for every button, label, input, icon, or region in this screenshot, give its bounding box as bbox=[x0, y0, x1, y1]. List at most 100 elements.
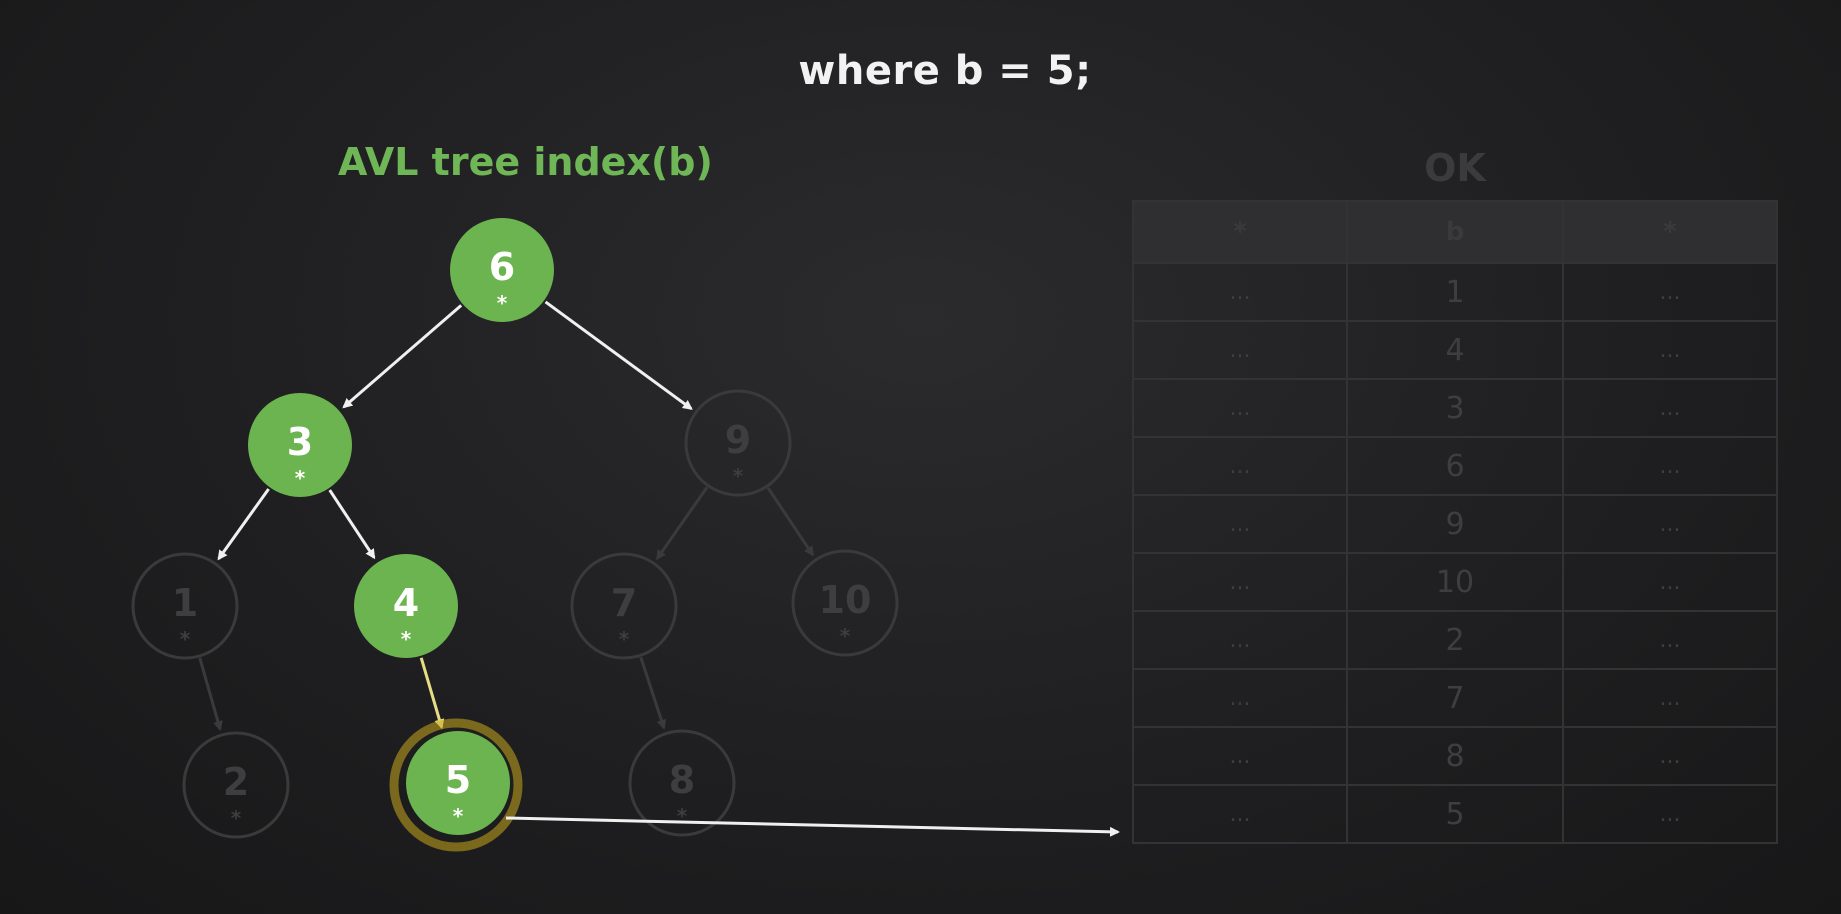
tree-node-marker: * bbox=[180, 627, 191, 651]
tree-edge-n4-n5 bbox=[419, 657, 445, 730]
table-cell: 1 bbox=[1346, 262, 1564, 322]
tree-node-marker: * bbox=[231, 806, 242, 830]
table-header-row: * b * bbox=[1132, 200, 1778, 264]
tree-node-marker: * bbox=[497, 291, 508, 315]
highlight-ring bbox=[389, 718, 523, 852]
table-cell: ... bbox=[1562, 668, 1778, 728]
tree-node-value: 2 bbox=[223, 760, 249, 804]
table-row: ... 9 ... bbox=[1132, 494, 1778, 554]
tree-edge-n1-n2 bbox=[198, 657, 223, 732]
table-cell: ... bbox=[1562, 552, 1778, 612]
table-cell: ... bbox=[1132, 320, 1348, 380]
table-cell: 9 bbox=[1346, 494, 1564, 554]
table-cell: 10 bbox=[1346, 552, 1564, 612]
table-cell: ... bbox=[1132, 610, 1348, 670]
tree-node-circle bbox=[248, 393, 352, 497]
table-cell: ... bbox=[1132, 668, 1348, 728]
table-cell: ... bbox=[1562, 494, 1778, 554]
tree-node-2: 2* bbox=[182, 731, 290, 839]
tree-node-value: 10 bbox=[819, 578, 872, 622]
tree-node-marker: * bbox=[733, 464, 744, 488]
tree-node-circle bbox=[354, 554, 458, 658]
tree-edge-n6-n9 bbox=[544, 300, 693, 410]
tree-node-circle bbox=[628, 729, 736, 837]
ok-table: * b * ... 1 ... ... 4 ... ... 3 ... .. bbox=[1132, 200, 1778, 844]
tree-node-7: 7* bbox=[570, 552, 678, 660]
table-row: ... 5 ... bbox=[1132, 784, 1778, 844]
tree-node-marker: * bbox=[840, 624, 851, 648]
table-cell: 7 bbox=[1346, 668, 1564, 728]
table-cell: 2 bbox=[1346, 610, 1564, 670]
tree-node-circle bbox=[406, 731, 510, 835]
table-row: ... 2 ... bbox=[1132, 610, 1778, 670]
tree-node-6: 6* bbox=[450, 218, 554, 322]
tree-node-circle bbox=[570, 552, 678, 660]
table-title: OK bbox=[1424, 146, 1486, 190]
pointer-arrow bbox=[505, 816, 1120, 837]
tree-node-value: 3 bbox=[287, 420, 313, 464]
table-cell: ... bbox=[1562, 378, 1778, 438]
table-cell: ... bbox=[1132, 784, 1348, 844]
table-cell: 4 bbox=[1346, 320, 1564, 380]
tree-node-circle bbox=[450, 218, 554, 322]
table-cell: ... bbox=[1562, 320, 1778, 380]
tree-node-9: 9* bbox=[684, 389, 792, 497]
tree-title: AVL tree index(b) bbox=[338, 140, 713, 184]
table-cell: ... bbox=[1132, 552, 1348, 612]
tree-node-10: 10* bbox=[791, 549, 899, 657]
table-header-cell: * bbox=[1562, 200, 1778, 264]
tree-node-circle bbox=[131, 552, 239, 660]
tree-node-value: 9 bbox=[725, 418, 751, 462]
tree-edge-n6-n3 bbox=[342, 304, 463, 409]
table-row: ... 10 ... bbox=[1132, 552, 1778, 612]
table-cell: ... bbox=[1562, 784, 1778, 844]
table-cell: 8 bbox=[1346, 726, 1564, 786]
tree-edge-n7-n8 bbox=[639, 656, 667, 730]
table-row: ... 4 ... bbox=[1132, 320, 1778, 380]
table-cell: ... bbox=[1562, 262, 1778, 322]
table-row: ... 1 ... bbox=[1132, 262, 1778, 322]
tree-node-value: 5 bbox=[445, 758, 471, 802]
table-cell: ... bbox=[1132, 262, 1348, 322]
tree-node-value: 4 bbox=[393, 581, 419, 625]
table-row: ... 6 ... bbox=[1132, 436, 1778, 496]
table-cell: ... bbox=[1562, 436, 1778, 496]
tree-edge-n3-n4 bbox=[328, 489, 376, 560]
tree-node-circle bbox=[684, 389, 792, 497]
table-row: ... 7 ... bbox=[1132, 668, 1778, 728]
tree-node-marker: * bbox=[453, 804, 464, 828]
tree-edge-n9-n7 bbox=[656, 486, 709, 561]
tree-node-marker: * bbox=[677, 804, 688, 828]
query-headline: where b = 5; bbox=[798, 48, 1092, 94]
table-cell: ... bbox=[1132, 436, 1348, 496]
table-row: ... 3 ... bbox=[1132, 378, 1778, 438]
tree-node-1: 1* bbox=[131, 552, 239, 660]
tree-edge-n3-n1 bbox=[217, 488, 270, 561]
tree-node-3: 3* bbox=[248, 393, 352, 497]
tree-node-value: 1 bbox=[172, 581, 198, 625]
tree-node-marker: * bbox=[619, 627, 630, 651]
table-cell: ... bbox=[1132, 726, 1348, 786]
table-cell: ... bbox=[1562, 610, 1778, 670]
table-header-cell: * bbox=[1132, 200, 1348, 264]
table-cell: 5 bbox=[1346, 784, 1564, 844]
tree-node-value: 8 bbox=[669, 758, 695, 802]
table-cell: ... bbox=[1132, 378, 1348, 438]
table-header-cell: b bbox=[1346, 200, 1564, 264]
tree-node-circle bbox=[791, 549, 899, 657]
tree-node-value: 7 bbox=[611, 581, 637, 625]
table-cell: 3 bbox=[1346, 378, 1564, 438]
table-cell: ... bbox=[1562, 726, 1778, 786]
tree-node-marker: * bbox=[401, 627, 412, 651]
tree-edge-n9-n10 bbox=[766, 487, 815, 557]
tree-node-8: 8* bbox=[628, 729, 736, 837]
table-row: ... 8 ... bbox=[1132, 726, 1778, 786]
tree-node-circle bbox=[182, 731, 290, 839]
tree-node-marker: * bbox=[295, 466, 306, 490]
tree-node-4: 4* bbox=[354, 554, 458, 658]
table-cell: 6 bbox=[1346, 436, 1564, 496]
table-cell: ... bbox=[1132, 494, 1348, 554]
tree-node-5: 5* bbox=[389, 718, 523, 852]
tree-node-value: 6 bbox=[489, 245, 515, 289]
